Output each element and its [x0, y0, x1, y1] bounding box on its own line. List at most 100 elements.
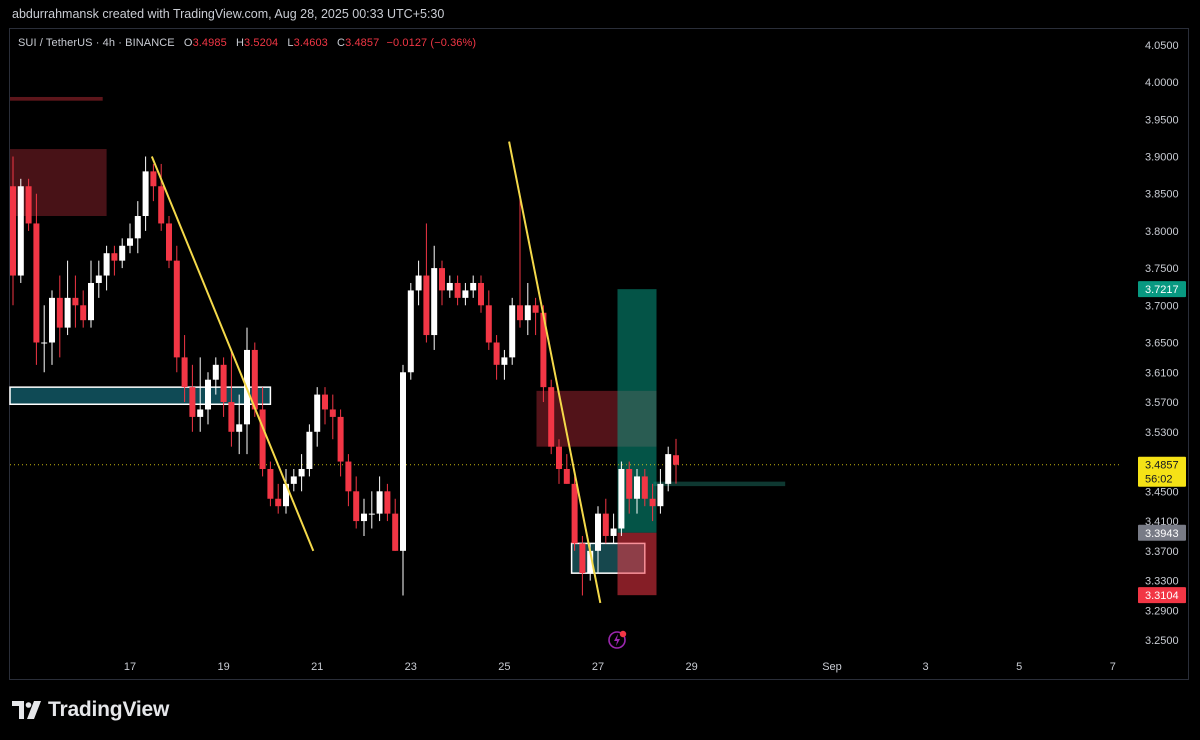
zone-supply-0 — [10, 149, 107, 217]
candle-body — [665, 454, 672, 484]
candle-body — [563, 468, 570, 484]
candle-body — [602, 513, 609, 536]
low-value: 3.4603 — [293, 37, 328, 49]
time-tick-label: 5 — [1016, 661, 1022, 673]
candle-body — [80, 305, 87, 321]
close-label: C — [337, 37, 346, 49]
time-tick-label: 27 — [592, 661, 604, 673]
trendline-1 — [508, 141, 602, 604]
candle-body — [595, 513, 601, 551]
price-tick-label: 3.3300 — [1145, 576, 1179, 588]
lightning-alert-icon[interactable] — [607, 628, 629, 650]
candle-body — [134, 216, 141, 239]
candle-body — [641, 476, 648, 499]
candle-body — [290, 476, 297, 484]
candle-body — [415, 275, 422, 291]
time-tick-label: 29 — [685, 661, 697, 673]
candle-body — [556, 446, 562, 469]
change-value: −0.0127 (−0.36%) — [386, 37, 477, 49]
zone-level-5 — [653, 481, 786, 487]
candle-body — [392, 513, 399, 551]
candle-body — [119, 245, 126, 261]
candle-body — [166, 223, 172, 261]
candle-body — [205, 379, 211, 410]
price-tick-label: 3.7000 — [1145, 300, 1179, 312]
candle-body — [548, 387, 555, 447]
price-tick-label: 3.8500 — [1145, 189, 1179, 201]
candle-body — [618, 468, 625, 529]
candle-body — [337, 416, 344, 462]
symbol-label[interactable]: SUI / TetherUS · 4h · BINANCE — [18, 37, 175, 49]
candle-body — [181, 357, 188, 388]
time-tick-label: 19 — [217, 661, 229, 673]
tradingview-logo[interactable]: TradingView — [12, 698, 169, 722]
price-label-text: 3.3943 — [1145, 528, 1179, 540]
candle-body — [454, 282, 461, 298]
candle-body — [384, 491, 391, 514]
price-tick-label: 3.7500 — [1145, 263, 1179, 275]
candle-body — [524, 305, 531, 321]
candle-body — [17, 186, 24, 276]
time-tick-label: Sep — [822, 661, 842, 673]
time-tick-label: 17 — [124, 661, 136, 673]
candle-body — [376, 491, 383, 514]
price-tick-label: 3.2900 — [1145, 605, 1179, 617]
credit-text: abdurrahmansk created with TradingView.c… — [12, 7, 445, 21]
ohlc-legend: SUI / TetherUS · 4h · BINANCE O3.4985 H3… — [18, 37, 476, 49]
candle-body — [25, 186, 32, 224]
candle-body — [173, 260, 180, 358]
candle-body — [509, 305, 516, 358]
high-label: H — [235, 37, 245, 49]
price-tick-label: 3.4500 — [1145, 486, 1179, 498]
candle-body — [33, 223, 40, 343]
time-tick-label: 23 — [405, 661, 417, 673]
candle-body — [298, 468, 305, 477]
candle-body — [142, 171, 149, 217]
candle-body — [111, 253, 118, 261]
candle-body — [158, 186, 165, 224]
candle-body — [673, 455, 679, 465]
candle-body — [407, 290, 414, 373]
price-chart[interactable]: 4.0500 4.0000 3.9500 3.9000 3.8500 3.8000 3.75… — [0, 0, 1200, 680]
candle-body — [400, 372, 406, 551]
price-label-box — [1138, 456, 1186, 487]
candle-body — [259, 409, 266, 469]
candle-body — [470, 282, 477, 291]
candle-body — [626, 468, 633, 499]
price-tick-label: 3.6100 — [1145, 367, 1179, 379]
time-tick-label: 21 — [311, 661, 323, 673]
candle-body — [236, 424, 243, 432]
price-tick-label: 3.9000 — [1145, 151, 1179, 163]
candle-body — [540, 312, 547, 388]
price-tick-label: 3.8000 — [1145, 226, 1179, 238]
candle-body — [493, 342, 500, 365]
price-tick-label: 4.0000 — [1145, 77, 1179, 89]
candle-body — [532, 305, 539, 313]
candle-body — [49, 297, 55, 343]
candle-body — [189, 387, 196, 417]
high-value: 3.5204 — [244, 37, 279, 49]
candle-body — [212, 364, 219, 380]
chart-frame[interactable] — [9, 28, 1189, 680]
open-label: O — [183, 37, 193, 49]
candle-body — [251, 349, 258, 410]
candle-body — [431, 268, 438, 336]
price-label-box — [1138, 524, 1186, 541]
price-label-text: 3.7217 — [1145, 284, 1179, 296]
price-tick-label: 3.3700 — [1145, 546, 1179, 558]
candle-body — [462, 290, 469, 298]
open-value: 3.4985 — [192, 37, 227, 49]
tradingview-logo-icon — [12, 701, 41, 719]
candle-body — [423, 275, 430, 336]
candle-body — [329, 409, 336, 417]
candle-body — [10, 186, 16, 276]
candle-body — [150, 171, 157, 187]
candle-body — [267, 468, 274, 499]
candle-body — [228, 402, 235, 432]
price-label-box — [1138, 587, 1186, 604]
footer-bar — [0, 680, 1200, 740]
candle-body — [446, 282, 453, 291]
header-bar: abdurrahmansk created with TradingView.c… — [0, 0, 1200, 28]
price-tick-label: 3.6500 — [1145, 338, 1179, 350]
brand-name: TradingView — [48, 698, 170, 721]
